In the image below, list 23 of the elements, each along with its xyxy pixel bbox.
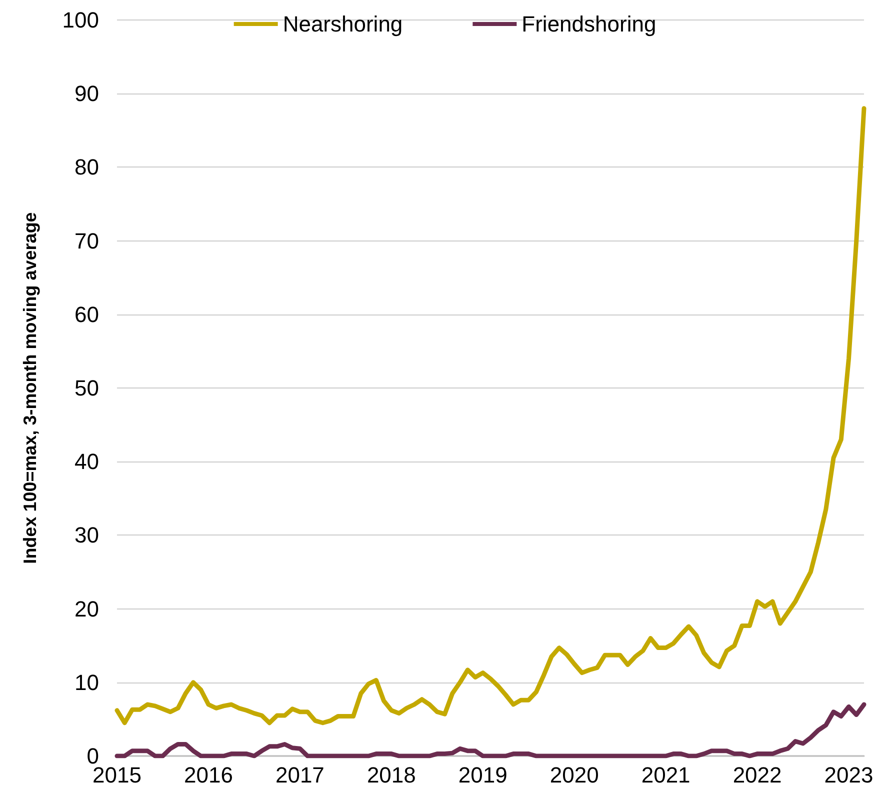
line-series <box>114 702 866 758</box>
y-tick-label: 20 <box>74 596 99 622</box>
x-tick-label: 2019 <box>458 762 508 788</box>
y-tick-label: 100 <box>62 8 99 32</box>
x-tick-label: 2020 <box>550 762 599 788</box>
y-tick-label: 80 <box>74 154 99 180</box>
y-tick-label: 40 <box>74 449 99 474</box>
x-tick-label: 2017 <box>275 762 324 788</box>
y-tick-label: 10 <box>74 670 99 695</box>
legend-label: Nearshoring <box>282 12 403 36</box>
legend-label: Friendshoring <box>522 12 656 36</box>
y-tick-label: 90 <box>74 81 99 106</box>
x-tick-label: 2023 <box>824 762 874 788</box>
line-series <box>114 106 866 726</box>
x-tick-label: 2018 <box>366 762 416 788</box>
y-tick-label: 70 <box>74 228 99 254</box>
x-tick-label: 2021 <box>641 762 690 788</box>
y-tick-label: 50 <box>74 376 99 400</box>
x-tick-label: 2016 <box>184 762 233 788</box>
x-tick-label: 2022 <box>732 762 782 788</box>
y-tick-label: 60 <box>74 302 99 327</box>
y-tick-label: 30 <box>74 522 99 548</box>
y-axis-title: Index 100=max, 3-month moving average <box>20 212 40 564</box>
